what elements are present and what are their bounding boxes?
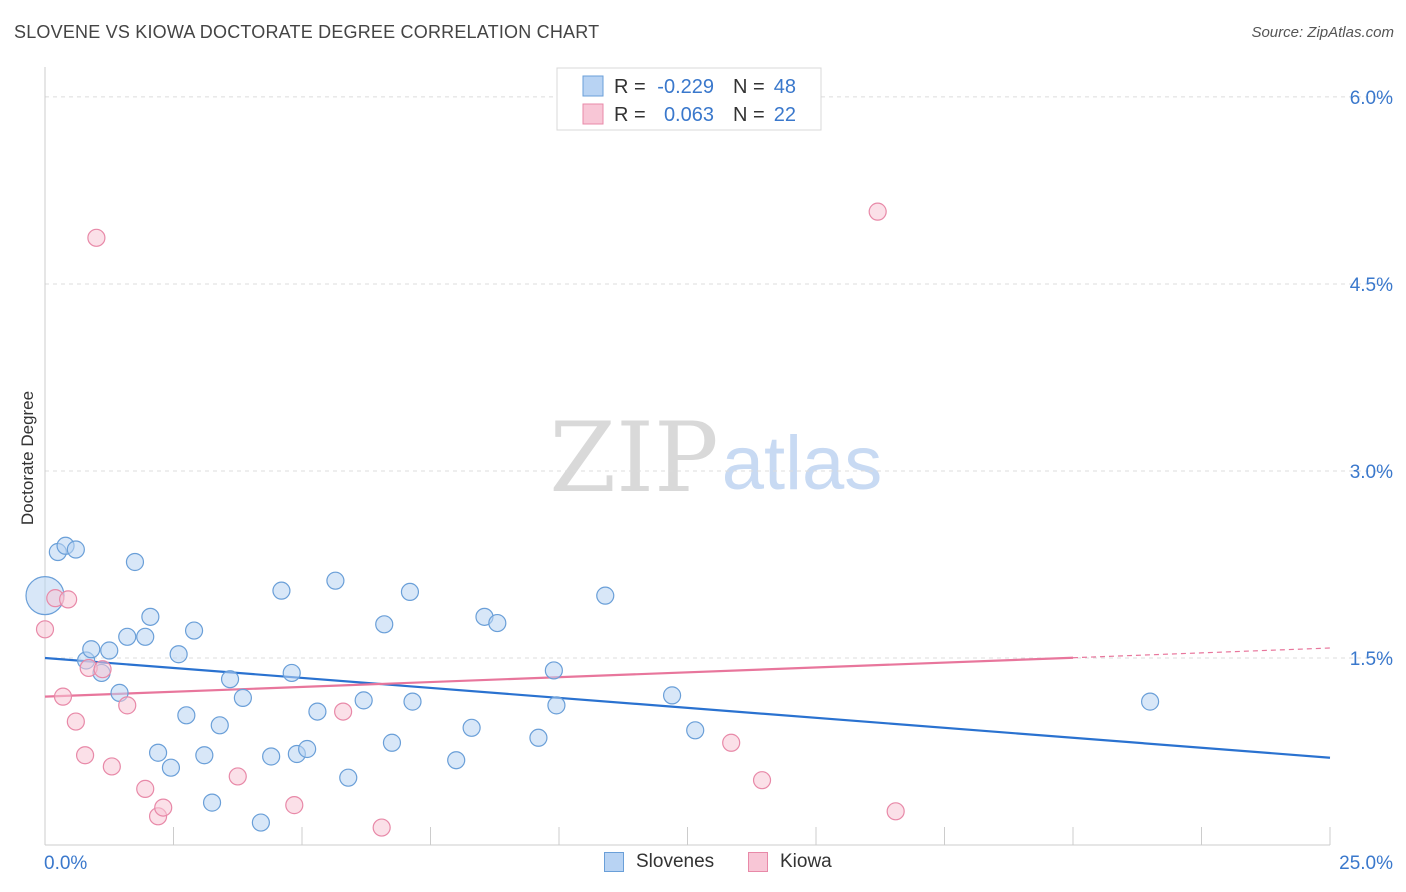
- slovenes-point: [596, 586, 615, 605]
- tick-labels: 1.5% 3.0% 4.5% 6.0% 0.0% 25.0%: [44, 88, 1393, 874]
- kiowa-point: [722, 733, 741, 752]
- slovenes-point: [202, 793, 222, 812]
- slovenes-point: [354, 691, 373, 710]
- source-credit: Source: ZipAtlas.com: [1251, 24, 1394, 41]
- kiowa-point: [118, 696, 137, 715]
- stats-n-label: N =: [733, 104, 765, 126]
- kiowa-point: [154, 798, 173, 817]
- kiowa-point: [868, 202, 887, 221]
- slovenes-point: [462, 718, 481, 737]
- slovenes-point: [488, 613, 507, 633]
- legend-item-slovenes: Slovenes: [604, 851, 714, 873]
- y-tick-label: 3.0%: [1350, 462, 1393, 483]
- kiowa-point: [102, 757, 121, 776]
- slovenes-point: [184, 621, 204, 640]
- slovenes-point: [251, 813, 270, 832]
- kiowa-point: [285, 796, 304, 815]
- slovenes-point: [148, 743, 168, 762]
- slovenes-point: [141, 607, 160, 626]
- stats-r-label: R =: [614, 104, 646, 126]
- stats-swatch: [582, 75, 604, 97]
- slovenes-point: [1140, 692, 1160, 711]
- slovenes-point: [375, 615, 394, 634]
- stats-r-label: R =: [614, 76, 646, 98]
- slovenes-point: [220, 670, 240, 689]
- watermark-atlas: atlas: [722, 421, 883, 506]
- kiowa-point: [59, 590, 78, 609]
- stats-n-label: N =: [733, 76, 765, 98]
- slovenes-point: [382, 733, 402, 752]
- series-legend: Slovenes Kiowa: [0, 851, 1406, 877]
- kiowa-point: [53, 687, 73, 706]
- slovenes-point: [177, 706, 196, 725]
- kiowa-swatch: [748, 852, 768, 872]
- slovenes-point: [82, 640, 101, 659]
- kiowa-point: [372, 818, 391, 837]
- slovenes-point: [100, 641, 119, 660]
- kiowa-point: [228, 767, 247, 786]
- legend-item-kiowa: Kiowa: [748, 851, 832, 873]
- slovenes-trend-line: [44, 656, 1331, 759]
- x-tick-label-min: 0.0%: [44, 853, 87, 874]
- slovenes-point: [339, 768, 358, 787]
- slovenes-point: [282, 663, 301, 683]
- kiowa-point: [752, 771, 772, 790]
- slovenes-point: [326, 571, 345, 590]
- watermark-zip: ZIP: [549, 402, 718, 514]
- kiowa-trend-extension: [1072, 647, 1331, 659]
- slovenes-point: [118, 627, 137, 646]
- slovenes-point: [298, 739, 317, 759]
- kiowa-point: [75, 746, 95, 765]
- legend-label-slovenes: Slovenes: [636, 851, 715, 872]
- slovenes-point: [686, 721, 705, 740]
- slovenes-point: [161, 758, 181, 777]
- kiowa-point: [93, 660, 112, 679]
- y-tick-label: 1.5%: [1350, 649, 1393, 670]
- slovenes-point: [272, 581, 291, 600]
- slovenes-point: [662, 686, 682, 705]
- stats-r-value: -0.229: [657, 76, 714, 98]
- slovenes-point: [233, 688, 252, 707]
- slovenes-point: [308, 702, 327, 721]
- slovenes-point: [529, 728, 548, 747]
- y-tick-label: 4.5%: [1350, 275, 1393, 296]
- slovenes-point: [262, 747, 281, 766]
- slovenes-point: [400, 582, 420, 602]
- slovenes-point: [544, 661, 563, 680]
- slovenes-point: [195, 746, 214, 765]
- slovenes-point: [447, 751, 466, 770]
- kiowa-point: [35, 620, 55, 639]
- gridlines: [45, 96, 1392, 659]
- watermark: ZIP atlas: [549, 402, 882, 514]
- slovenes-swatch: [604, 852, 624, 872]
- stats-swatch: [582, 103, 604, 125]
- stats-n-value: 22: [774, 104, 796, 126]
- axes: [44, 67, 1331, 846]
- y-tick-label: 6.0%: [1350, 88, 1393, 109]
- data-points: [25, 202, 1160, 837]
- slovenes-point: [547, 696, 566, 715]
- stats-n-value: 48: [774, 76, 796, 98]
- kiowa-point: [87, 228, 106, 247]
- slovenes-point: [403, 692, 422, 711]
- x-tick-label-max: 25.0%: [1339, 853, 1393, 874]
- legend-label-kiowa: Kiowa: [780, 851, 832, 872]
- slovenes-point: [136, 627, 155, 646]
- chart-title: SLOVENE VS KIOWA DOCTORATE DEGREE CORREL…: [14, 22, 600, 42]
- kiowa-point: [66, 712, 85, 731]
- slovenes-point: [125, 552, 145, 572]
- stats-r-value: 0.063: [664, 104, 714, 126]
- kiowa-point: [136, 779, 155, 798]
- slovenes-point: [169, 645, 188, 664]
- slovenes-point: [210, 716, 229, 735]
- stats-legend: R = -0.229 N = 48 R = 0.063 N = 22: [556, 67, 822, 131]
- kiowa-point: [886, 802, 905, 821]
- kiowa-point: [334, 702, 353, 721]
- slovenes-point: [66, 540, 85, 559]
